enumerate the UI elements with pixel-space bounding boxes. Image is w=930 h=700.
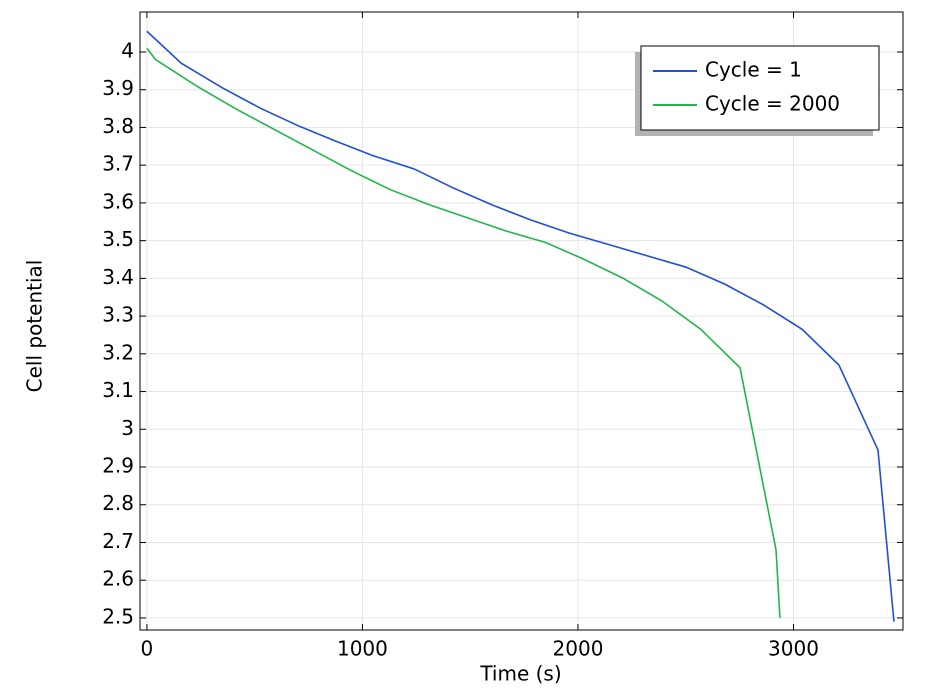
- y-tick-label: 2.6: [102, 567, 134, 591]
- y-tick-label: 2.7: [102, 529, 134, 553]
- x-tick-label: 1000: [337, 637, 388, 661]
- x-tick-label: 3000: [768, 637, 819, 661]
- x-axis-label: Time (s): [479, 662, 561, 686]
- y-tick-label: 3.1: [102, 378, 134, 402]
- plot-frame: [139, 11, 904, 631]
- y-tick-label: 2.5: [102, 604, 134, 628]
- y-tick-label: 3.4: [102, 265, 134, 289]
- y-tick-label: 4: [121, 38, 134, 62]
- y-tick-label: 3.9: [102, 76, 134, 100]
- legend-label: Cycle = 2000: [705, 92, 840, 116]
- y-tick-label: 2.9: [102, 454, 134, 478]
- y-tick-label: 3.5: [102, 227, 134, 251]
- y-tick-label: 3.2: [102, 340, 134, 364]
- series-line: [146, 47, 781, 618]
- y-axis-label: Cell potential: [23, 260, 47, 393]
- y-tick-label: 3.8: [102, 114, 134, 138]
- x-tick-label: 2000: [553, 637, 604, 661]
- y-tick-label: 2.8: [102, 491, 134, 515]
- legend-label: Cycle = 1: [705, 58, 802, 82]
- y-tick-label: 3.7: [102, 152, 134, 176]
- y-tick-label: 3.3: [102, 303, 134, 327]
- x-tick-label: 0: [141, 637, 154, 661]
- y-tick-label: 3.6: [102, 189, 134, 213]
- y-tick-label: 3: [121, 416, 134, 440]
- legend-box: [640, 45, 880, 131]
- series-line: [146, 30, 895, 622]
